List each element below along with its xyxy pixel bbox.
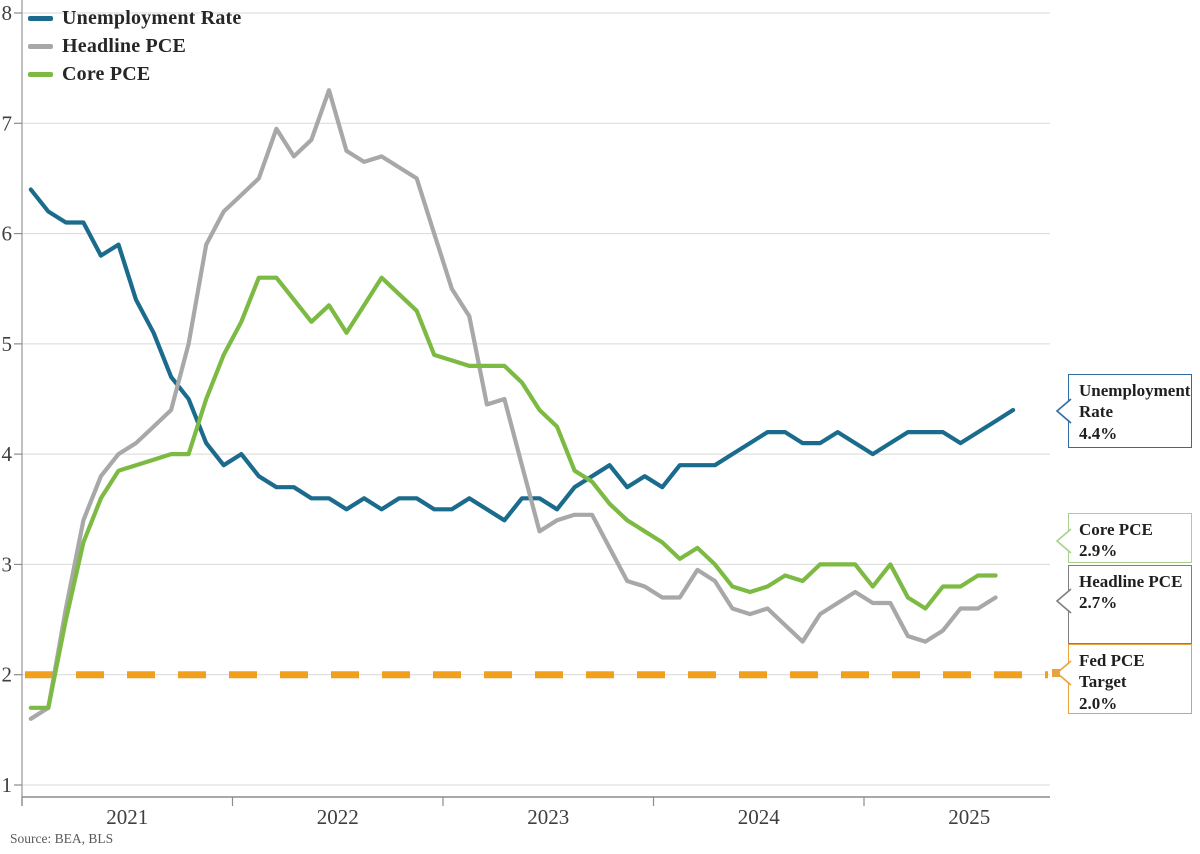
callout-headline-pce: Headline PCE 2.7% [1055,565,1192,644]
y-tick-label: 8 [2,1,13,25]
callout-arrow-icon [1055,528,1072,554]
x-tick-label: 2025 [948,805,990,829]
legend-item-core-pce: Core PCE [28,60,241,88]
y-tick-label: 6 [2,222,13,246]
legend-swatch-headline-pce [28,43,53,49]
source-note: Source: BEA, BLS [10,831,114,846]
series-line-core-pce [28,275,998,710]
callout-value: 2.7% [1079,593,1118,613]
legend-swatch-core-pce [28,71,53,77]
x-tick-label: 2022 [317,805,359,829]
callout-title: Fed PCE Target [1079,651,1145,692]
x-tick-label: 2023 [527,805,569,829]
y-tick-label: 5 [2,332,13,356]
legend-item-headline-pce: Headline PCE [28,32,241,60]
legend-swatch-unemployment-rate [28,15,53,21]
callout-arrow-icon [1052,660,1072,686]
y-tick-label: 4 [2,442,13,466]
y-tick-label: 1 [2,773,13,797]
callout-title: Unemployment Rate [1079,381,1191,422]
y-tick-label: 7 [2,111,13,135]
y-tick-label: 3 [2,552,13,576]
legend-label: Headline PCE [62,35,187,57]
callout-value: 2.9% [1079,541,1118,561]
callout-value: 4.4% [1079,423,1118,443]
legend-item-unemployment-rate: Unemployment Rate [28,4,241,32]
callout-core-pce: Core PCE 2.9% [1055,513,1192,563]
y-tick-label: 2 [2,663,13,687]
legend-label: Unemployment Rate [62,7,242,29]
callout-arrow-icon [1055,588,1072,614]
chart-legend: Unemployment Rate Headline PCE Core PCE [28,4,241,88]
callout-title: Core PCE [1079,520,1153,539]
callout-title: Headline PCE [1079,572,1183,591]
callout-arrow-icon [1055,398,1072,424]
callout-value: 2.0% [1079,693,1118,713]
legend-label: Core PCE [62,63,151,85]
x-tick-label: 2021 [106,805,148,829]
series-line-headline-pce [28,88,998,721]
callout-unemployment-rate: Unemployment Rate 4.4% [1055,374,1192,448]
x-tick-label: 2024 [738,805,781,829]
callout-fed-pce-target: Fed PCE Target 2.0% [1052,644,1192,714]
series-line-unemployment-rate [28,187,1016,523]
